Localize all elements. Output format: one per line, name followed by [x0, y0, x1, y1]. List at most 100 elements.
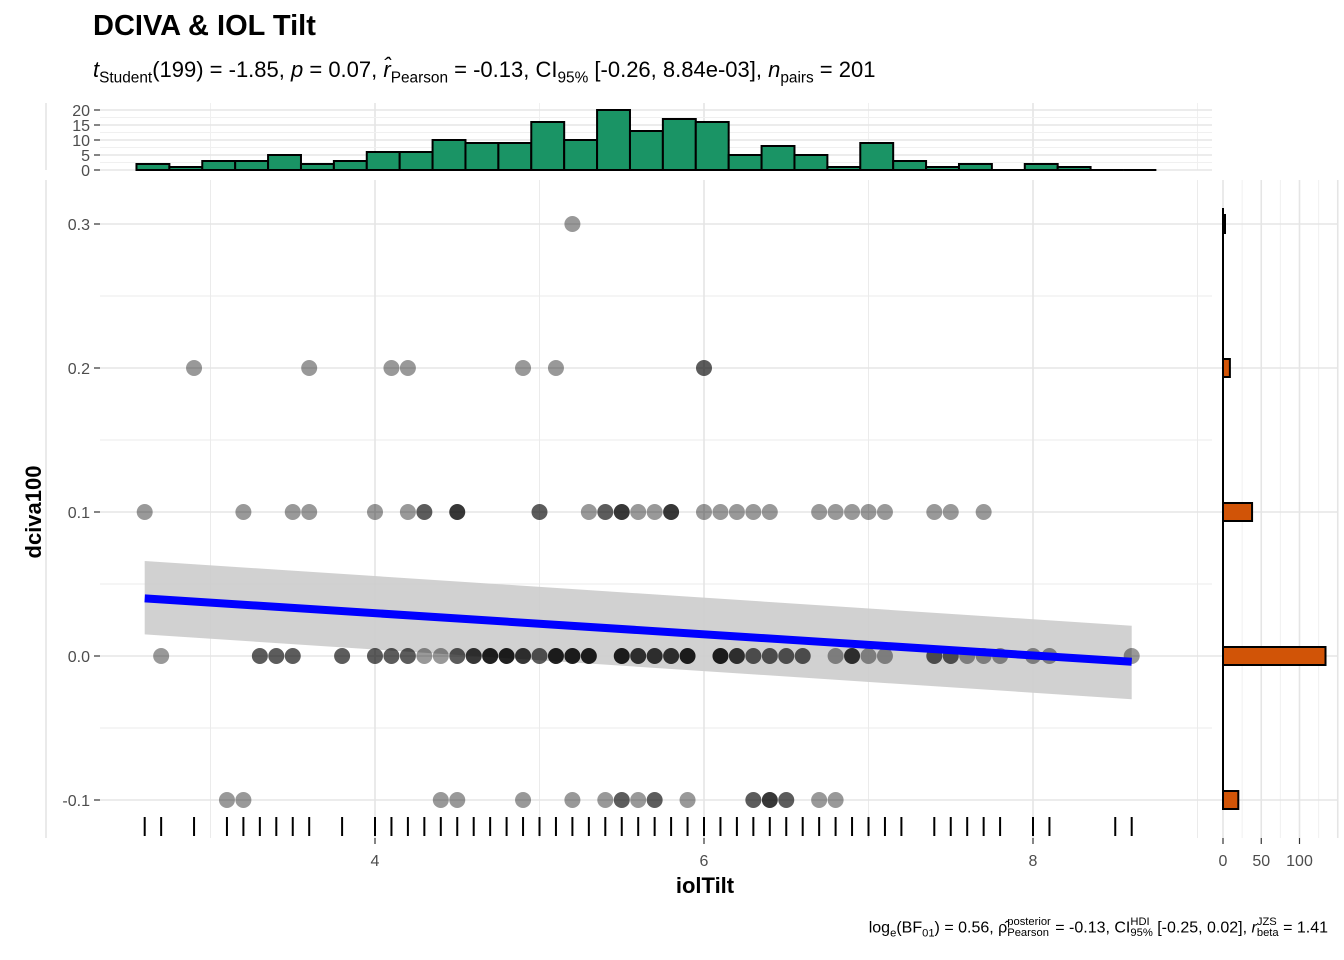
y-histogram: 0 50 100 [1212, 180, 1339, 870]
data-point [613, 792, 630, 808]
x-histogram-bar [168, 166, 204, 171]
x-histogram-bar [398, 151, 434, 171]
x-histogram-bar [299, 163, 335, 171]
regression-line [144, 594, 1132, 666]
data-point [761, 648, 778, 664]
data-point [728, 648, 745, 664]
data-point [284, 504, 301, 520]
x-histogram-tick-label: 5 [81, 148, 90, 165]
x-histogram-bar [530, 121, 566, 171]
y-histogram-bar [1222, 502, 1254, 522]
data-point [564, 648, 581, 664]
data-point [646, 504, 663, 520]
x-histogram-bar [596, 109, 631, 171]
data-point [383, 360, 400, 376]
y-tick-label: 0.0 [68, 649, 90, 666]
data-point [860, 648, 877, 664]
data-point [564, 792, 581, 808]
data-point [712, 504, 729, 520]
data-point [449, 504, 466, 520]
data-point [679, 792, 696, 808]
data-point [942, 504, 959, 520]
data-point [432, 792, 449, 808]
x-histogram-bar [135, 163, 171, 171]
data-point [580, 504, 597, 520]
data-point [153, 648, 170, 664]
x-tick-label: 8 [1029, 853, 1038, 870]
chart-title: DCIVA & IOL Tilt [93, 10, 316, 42]
chart-caption: loge(BF01) = 0.56, ρ̂ posterior Pearson = … [868, 916, 1328, 940]
data-point [482, 648, 499, 664]
data-point [827, 792, 844, 808]
data-point [268, 648, 285, 664]
data-point [646, 648, 663, 664]
data-point [186, 360, 203, 376]
data-point [728, 504, 745, 520]
x-histogram-bar [793, 154, 829, 171]
x-histogram-bar [727, 154, 763, 171]
data-point [399, 360, 416, 376]
data-point [334, 648, 351, 664]
data-point [432, 648, 449, 664]
data-point [597, 792, 614, 808]
data-point [860, 504, 877, 520]
data-point [498, 648, 515, 664]
x-histogram-bar [464, 142, 500, 171]
data-point [515, 648, 532, 664]
data-point [531, 648, 548, 664]
y-histogram-bar [1222, 646, 1327, 666]
data-point [745, 504, 762, 520]
data-point [778, 792, 795, 808]
data-point [844, 504, 861, 520]
rug-layer [143, 817, 1133, 836]
data-point [465, 648, 482, 664]
data-point [613, 504, 630, 520]
data-point [449, 792, 466, 808]
x-histogram-bar [925, 166, 960, 171]
data-point [844, 648, 861, 664]
x-histogram-bar [760, 145, 796, 171]
data-point [301, 504, 318, 520]
data-point [630, 792, 647, 808]
y-tick-label: -0.1 [62, 793, 90, 810]
data-point [663, 648, 680, 664]
x-histogram-bar [661, 118, 697, 171]
data-point [745, 792, 762, 808]
axis-layer: 4 6 8 -0.1 0.0 0.1 0.2 0.3 [62, 217, 1037, 870]
x-histogram-bar [826, 166, 862, 171]
data-point [679, 648, 696, 664]
y-histogram-bar [1222, 214, 1226, 234]
x-histogram-bar [365, 151, 401, 171]
data-point [547, 648, 564, 664]
x-histogram-bar [201, 160, 237, 171]
data-point [399, 504, 416, 520]
data-point [761, 504, 778, 520]
data-point [876, 504, 893, 520]
data-point [235, 792, 252, 808]
data-point [383, 648, 400, 664]
data-point [827, 648, 844, 664]
y-histogram-tick-label: 0 [1219, 853, 1228, 870]
data-point [564, 216, 581, 232]
y-histogram-tick-label: 100 [1286, 853, 1313, 870]
data-point [218, 792, 235, 808]
data-point [926, 504, 943, 520]
data-point [696, 360, 712, 376]
x-histogram-bar [957, 163, 993, 171]
y-axis-title: dciva100 [21, 466, 46, 559]
x-histogram-tick-label: 20 [72, 103, 90, 120]
data-point [515, 360, 532, 376]
data-point [399, 648, 416, 664]
data-point [613, 648, 630, 664]
data-point [597, 504, 614, 520]
x-histogram-bar [431, 139, 467, 171]
points-layer [136, 216, 1140, 808]
data-point [876, 648, 893, 664]
data-point [745, 648, 762, 664]
x-tick-label: 4 [371, 853, 380, 870]
data-point [827, 504, 844, 520]
data-point [235, 504, 252, 520]
data-point [761, 792, 778, 808]
x-axis-title: iolTilt [676, 873, 735, 898]
